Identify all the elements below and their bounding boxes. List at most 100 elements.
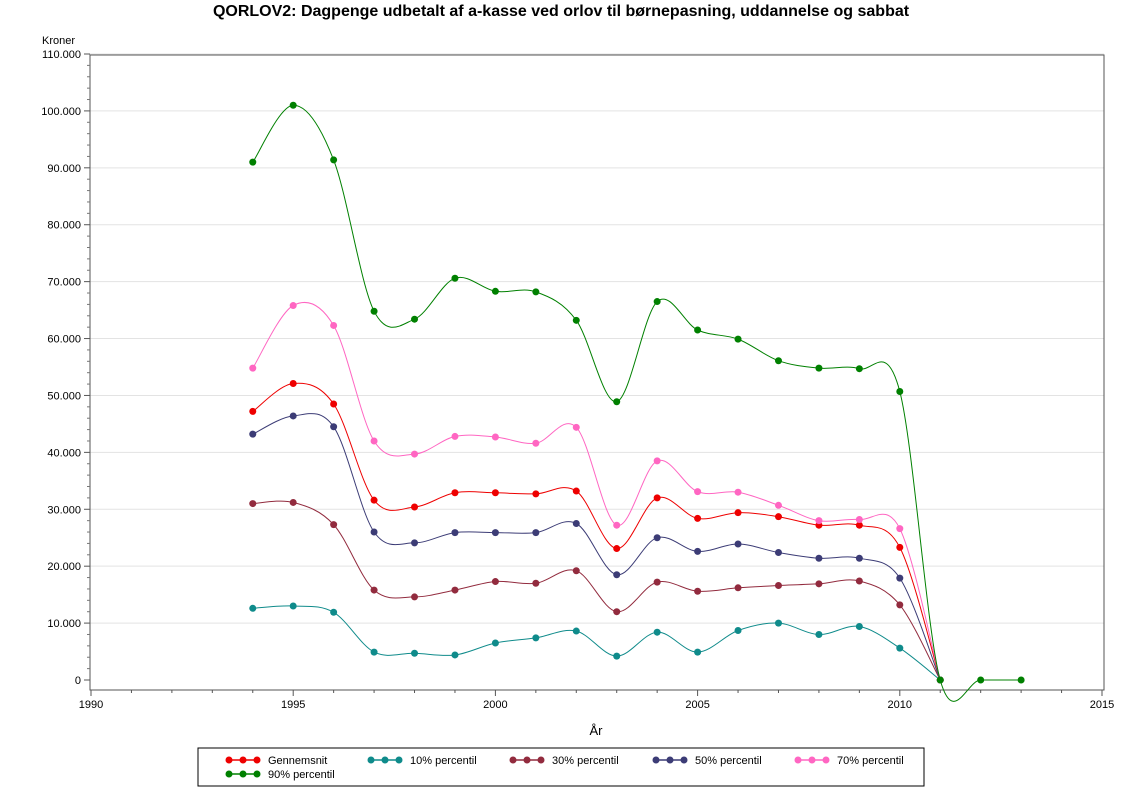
data-point [896, 387, 904, 395]
legend-marker [652, 756, 660, 764]
data-point [572, 627, 580, 635]
data-point [370, 648, 378, 656]
data-point [936, 676, 944, 684]
data-point [815, 580, 823, 588]
series-line [252, 605, 941, 681]
data-point [855, 516, 863, 524]
data-point [774, 357, 782, 365]
data-point [532, 288, 540, 296]
data-point [451, 529, 459, 537]
data-point [411, 649, 419, 657]
data-point [815, 630, 823, 638]
legend-item: 10% percentil [367, 755, 477, 767]
data-point [694, 587, 702, 595]
data-point [613, 608, 621, 616]
series-line [252, 382, 941, 681]
series-1 [249, 602, 944, 684]
data-point [289, 602, 297, 610]
x-tick-label: 1995 [281, 699, 305, 711]
y-tick-label: 20.000 [47, 561, 81, 573]
series-line [252, 500, 941, 681]
data-point [532, 490, 540, 498]
data-point [411, 450, 419, 458]
data-point [855, 521, 863, 529]
legend-box [197, 747, 925, 787]
data-point [491, 529, 499, 537]
data-point [451, 432, 459, 440]
data-point [572, 567, 580, 575]
legend-label: Gennemsnit [268, 755, 327, 767]
y-tick-label: 80.000 [47, 220, 81, 232]
legend-item: 30% percentil [509, 755, 619, 767]
data-point [370, 496, 378, 504]
data-point [532, 579, 540, 587]
data-point [572, 520, 580, 527]
data-point [734, 335, 742, 343]
series-0 [249, 380, 944, 684]
data-point [694, 648, 702, 656]
data-point [289, 302, 297, 310]
data-point [734, 540, 742, 548]
y-tick-label: 30.000 [47, 504, 81, 516]
data-point [613, 521, 621, 529]
series-2 [249, 498, 944, 684]
x-tick-label: 2010 [888, 699, 912, 711]
series-5 [249, 101, 1025, 702]
data-point [774, 549, 782, 557]
series-line [252, 104, 1022, 702]
data-point [694, 547, 702, 555]
y-tick-label: 90.000 [47, 163, 81, 175]
data-point [411, 315, 419, 323]
legend-marker [225, 756, 233, 764]
data-point [370, 586, 378, 594]
legend-marker [239, 770, 247, 778]
data-point [249, 430, 257, 438]
legend-marker [822, 756, 830, 764]
data-point [370, 528, 378, 536]
y-tick-label: 10.000 [47, 618, 81, 630]
data-point [249, 407, 257, 415]
legend-item: 90% percentil [225, 769, 335, 781]
data-point [694, 488, 702, 496]
data-point [896, 644, 904, 652]
data-point [451, 489, 459, 497]
y-tick-label: 60.000 [47, 334, 81, 346]
data-point [855, 554, 863, 562]
legend-marker [239, 756, 247, 764]
legend-label: 50% percentil [695, 755, 762, 767]
plot-area [89, 54, 1105, 691]
data-point [653, 298, 661, 306]
gridlines [90, 53, 1104, 624]
data-point [330, 400, 338, 408]
data-point [694, 326, 702, 334]
data-point [370, 437, 378, 445]
legend-item: 50% percentil [652, 755, 762, 767]
data-point [774, 513, 782, 521]
y-tick-label: 50.000 [47, 390, 81, 402]
data-point [572, 316, 580, 324]
data-point [532, 634, 540, 642]
y-tick-label: 70.000 [47, 277, 81, 289]
data-point [734, 584, 742, 592]
y-tick-label: 40.000 [47, 447, 81, 459]
y-axis: 0 10.000 20.000 30.000 40.000 50.000 60.000 70.… [41, 49, 90, 687]
legend-marker [537, 756, 545, 764]
data-point [613, 571, 621, 579]
data-point [613, 545, 621, 553]
data-point [774, 501, 782, 509]
x-tick-label: 2005 [685, 699, 709, 711]
data-point [653, 628, 661, 636]
data-point [249, 604, 257, 612]
legend-marker [253, 770, 261, 778]
data-point [977, 676, 985, 684]
x-axis-label: År [590, 723, 604, 738]
data-point [815, 554, 823, 562]
data-point [249, 500, 257, 508]
data-point [532, 529, 540, 537]
data-point [451, 651, 459, 659]
legend-marker [794, 756, 802, 764]
data-point [411, 539, 419, 547]
data-point [330, 608, 338, 616]
data-point [289, 412, 297, 420]
